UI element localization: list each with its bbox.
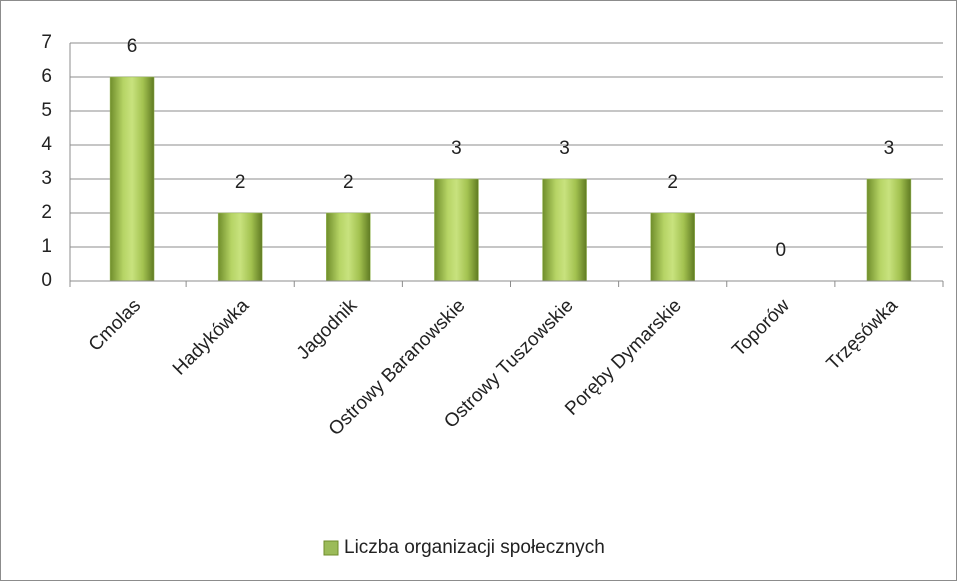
legend-swatch [323,540,339,556]
y-tick-label: 5 [41,100,52,121]
data-label: 0 [776,240,787,261]
bar [326,212,371,282]
data-label: 6 [127,36,138,57]
data-label: 3 [451,138,462,159]
bar [434,178,479,282]
bar [217,212,263,282]
bar [542,178,587,282]
y-tick-label: 3 [41,168,52,189]
y-tick-label: 7 [41,32,52,53]
y-tick-label: 4 [41,134,52,155]
y-tick-label: 0 [41,270,52,291]
y-tick-label: 1 [41,236,52,257]
bar [650,212,695,282]
data-label: 3 [884,138,895,159]
bar [866,178,912,282]
data-label: 2 [667,172,678,193]
y-tick-label: 2 [41,202,52,223]
data-label: 2 [235,172,246,193]
y-tick-label: 6 [41,66,52,87]
legend-label: Liczba organizacji społecznych [344,537,605,558]
bar [109,76,155,282]
data-label: 2 [343,172,354,193]
data-label: 3 [559,138,570,159]
